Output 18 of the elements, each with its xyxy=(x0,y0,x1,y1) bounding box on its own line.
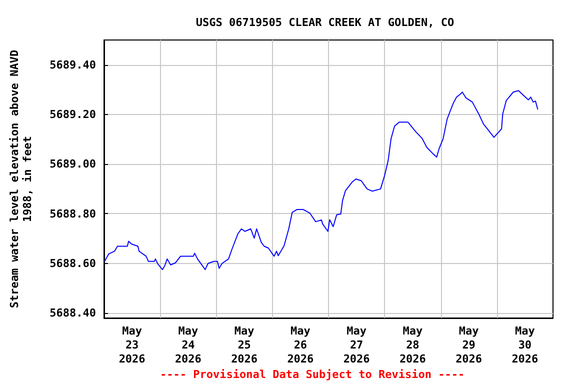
y-tick-label: 5689.40 xyxy=(50,58,96,72)
x-tick-label: May 24 2026 xyxy=(174,324,202,366)
y-axis-title: Stream water level elevation above NAVD 1988, in feet xyxy=(8,49,34,308)
x-tick-label: May 26 2026 xyxy=(287,324,314,366)
y-tick-label: 5688.80 xyxy=(50,207,96,220)
y-tick-label: 5689.20 xyxy=(50,108,96,121)
x-tick-label: May 28 2026 xyxy=(399,324,426,366)
chart-title: USGS 06719505 CLEAR CREEK AT GOLDEN, CO xyxy=(196,16,455,29)
y-tick-label: 5689.00 xyxy=(50,158,96,171)
x-tick-label: May 30 2026 xyxy=(512,324,539,366)
line-series xyxy=(104,90,538,270)
x-tick-label: May 27 2026 xyxy=(343,324,370,366)
y-tick-label: 5688.40 xyxy=(50,306,96,320)
y-tick-label: 5688.60 xyxy=(50,256,96,270)
x-tick-label: May 23 2026 xyxy=(118,324,146,366)
x-tick-label: May 25 2026 xyxy=(231,324,258,366)
x-tick-label: May 29 2026 xyxy=(456,324,482,366)
text: ---- Provisional Data Subject to Revision ---- xyxy=(160,368,465,381)
